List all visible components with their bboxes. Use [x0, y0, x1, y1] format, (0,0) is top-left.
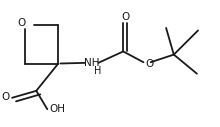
- Text: O: O: [121, 12, 130, 22]
- Text: O: O: [145, 59, 154, 69]
- Text: H: H: [94, 66, 102, 76]
- Text: NH: NH: [84, 58, 99, 68]
- Text: O: O: [18, 19, 26, 28]
- Text: O: O: [2, 92, 10, 102]
- Text: OH: OH: [50, 104, 66, 114]
